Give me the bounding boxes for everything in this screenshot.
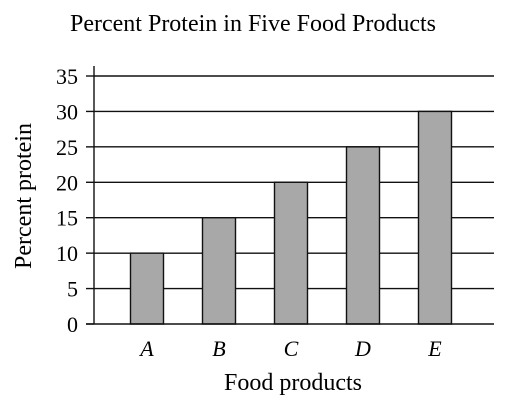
y-tick-label-20: 20 (56, 170, 78, 195)
y-tick-label-5: 5 (67, 277, 78, 302)
x-tick-labels: A B C D E (138, 336, 442, 361)
bar-b (201, 217, 237, 325)
y-tick-label-0: 0 (67, 312, 78, 337)
y-tick-labels: 0 5 10 15 20 25 30 35 (56, 64, 78, 337)
x-tick-label-c: C (284, 336, 299, 361)
y-tick-label-10: 10 (56, 241, 78, 266)
x-tick-label-e: E (427, 336, 442, 361)
x-tick-label-b: B (212, 336, 225, 361)
y-tick-label-25: 25 (56, 135, 78, 160)
x-tick-label-d: D (354, 336, 371, 361)
bar-e (417, 110, 453, 325)
x-axis-label: Food products (224, 370, 362, 396)
bar-d (345, 146, 381, 325)
y-tick-label-15: 15 (56, 206, 78, 231)
axes (86, 66, 494, 325)
x-tick-label-a: A (138, 336, 154, 361)
y-tick-label-30: 30 (56, 99, 78, 124)
bars (129, 110, 453, 325)
bar-a (129, 252, 165, 325)
y-axis-label: Percent protein (11, 123, 37, 269)
y-tick-label-35: 35 (56, 64, 78, 89)
chart-title: Percent Protein in Five Food Products (70, 11, 436, 37)
bar-c (273, 181, 309, 325)
